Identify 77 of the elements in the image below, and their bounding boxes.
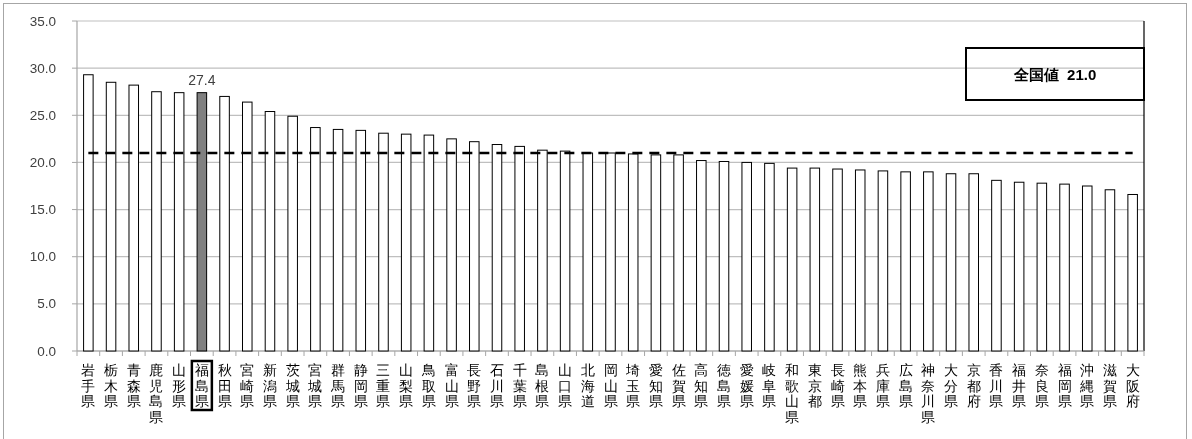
bar	[991, 179, 1002, 352]
bar	[945, 173, 957, 352]
x-tick-label: 栃木県	[104, 362, 119, 409]
x-tick-label: 鹿児島県	[149, 362, 164, 425]
bar	[741, 161, 752, 352]
x-tick-label: 島根県	[535, 362, 550, 409]
bar	[1013, 181, 1025, 352]
ref-line-label: 全国値 21.0	[1012, 65, 1097, 83]
x-tick-label: 神奈川県	[921, 362, 936, 425]
x-tick-label: 福島県	[194, 362, 209, 409]
x-tick-label: 東京都	[807, 362, 822, 409]
x-tick-label: 長崎県	[830, 362, 845, 409]
bar	[696, 160, 707, 352]
x-tick-label: 宮城県	[307, 362, 323, 409]
bar	[718, 160, 730, 352]
y-tick-label: 25.0	[29, 107, 56, 123]
x-tick-label: 山形県	[172, 362, 187, 409]
x-tick-label: 岡山県	[603, 362, 618, 409]
x-tick-label: 山口県	[558, 362, 573, 409]
y-tick-label: 5.0	[37, 296, 56, 312]
x-tick-label: 福井県	[1012, 362, 1027, 409]
x-tick-label: 秋田県	[217, 362, 232, 409]
x-tick-label: 奈良県	[1034, 362, 1049, 409]
bar	[1059, 183, 1070, 352]
y-tick-label: 10.0	[29, 249, 56, 265]
y-tick-label: 20.0	[29, 154, 56, 170]
x-tick-label: 岐阜県	[762, 362, 777, 409]
x-tick-label: 茨城県	[284, 362, 300, 409]
y-tick-label: 15.0	[29, 202, 56, 218]
x-tick-label: 三重県	[376, 362, 391, 409]
bar	[832, 168, 843, 352]
x-tick-label: 滋賀県	[1102, 362, 1117, 409]
x-tick-label: 埼玉県	[625, 362, 641, 409]
x-tick-label: 大分県	[944, 362, 959, 409]
bar	[1081, 185, 1093, 352]
bar	[854, 169, 866, 352]
bar	[764, 162, 775, 352]
x-tick-label: 新潟県	[262, 362, 277, 409]
x-tick-label: 北海道	[580, 362, 595, 409]
x-tick-label: 徳島県	[717, 362, 732, 409]
x-tick-label: 兵庫県	[875, 362, 890, 409]
x-tick-label: 高知県	[694, 362, 709, 409]
bar	[900, 171, 911, 352]
data-label: 27.4	[188, 71, 216, 88]
bar	[1127, 193, 1138, 352]
bar	[1104, 189, 1116, 352]
bar	[786, 167, 798, 352]
bar	[923, 171, 934, 352]
x-tick-label: 石川県	[489, 362, 504, 409]
y-tick-label: 35.0	[29, 13, 56, 29]
y-tick-label: 0.0	[37, 343, 56, 359]
x-tick-label: 宮崎県	[240, 362, 255, 409]
x-tick-label: 沖縄県	[1079, 362, 1095, 409]
y-tick-label: 30.0	[29, 60, 56, 76]
bar	[968, 173, 979, 352]
x-tick-label: 静岡県	[353, 362, 368, 409]
bar	[1036, 182, 1048, 352]
x-tick-label: 香川県	[989, 362, 1004, 409]
x-tick-label: 青森県	[126, 362, 141, 409]
x-tick-label: 富山県	[444, 362, 459, 409]
x-tick-label: 広島県	[898, 362, 913, 409]
x-tick-label: 千葉県	[512, 362, 527, 409]
x-tick-label: 福岡県	[1057, 362, 1072, 409]
x-tick-label: 岩手県	[81, 362, 96, 409]
x-tick-label: 山梨県	[399, 362, 414, 409]
x-tick-label: 京都府	[966, 362, 981, 409]
bar	[809, 167, 821, 352]
x-tick-label: 熊本県	[853, 362, 868, 409]
x-tick-label: 長野県	[467, 362, 482, 409]
bar	[877, 170, 889, 352]
x-tick-label: 大阪府	[1125, 362, 1140, 409]
x-tick-label: 愛知県	[648, 362, 663, 409]
x-tick-label: 鳥取県	[420, 362, 436, 409]
x-tick-label: 佐賀県	[671, 362, 686, 409]
x-tick-label: 和歌山県	[785, 362, 800, 425]
x-tick-label: 群馬県	[330, 362, 346, 409]
x-tick-label: 愛媛県	[739, 362, 754, 409]
